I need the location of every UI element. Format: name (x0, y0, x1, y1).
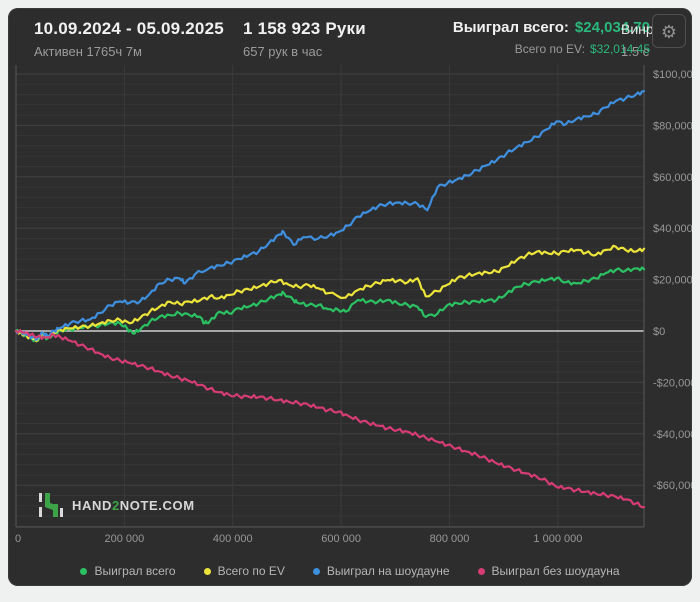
legend-dot-won-nonshowdown (477, 567, 485, 575)
period-column: 10.09.2024 - 05.09.2025 Активен 1765ч 7м (34, 19, 224, 59)
hand2note-logo-text: HAND2NOTE.COM (72, 497, 195, 513)
won-total-value: $24,034.70 (574, 19, 650, 36)
y-axis-tick-label: -$60,000 (653, 480, 692, 492)
date-range: 10.09.2024 - 05.09.2025 (34, 19, 224, 38)
hand2note-logo-icon (39, 493, 63, 517)
y-axis-tick-label: -$20,000 (653, 377, 692, 389)
y-axis-tick-label: $60,000 (653, 172, 692, 184)
legend-item-ev-total[interactable]: Всего по EV (203, 564, 285, 578)
winrate-column: Винр 1.5 с (621, 21, 654, 59)
series-line-won-nonshowdown (14, 328, 646, 509)
winrate-label: Винр (621, 21, 654, 37)
y-axis-tick-label: $40,000 (653, 223, 692, 235)
legend-label: Всего по EV (217, 564, 285, 578)
y-axis-tick-label: $20,000 (653, 275, 692, 287)
hands-per-hour: 657 рук в час (243, 44, 323, 59)
gear-icon: ⚙ (660, 22, 678, 42)
stats-panel: 10.09.2024 - 05.09.2025 Активен 1765ч 7м… (8, 8, 699, 586)
y-axis-tick-label: $80,000 (653, 120, 692, 132)
x-axis-tick-label: 400 000 (213, 533, 253, 545)
legend-dot-won-showdown (312, 567, 320, 575)
chart-canvas[interactable]: $100,000 $80,000 $60,000 $40,000 $20,000 $0 -$… (8, 62, 699, 556)
legend-dot-ev-total (203, 567, 211, 575)
series-line-won-total (14, 266, 646, 343)
y-axis-tick-label: $100,000 (653, 69, 692, 81)
settings-button[interactable]: ⚙ (652, 14, 686, 48)
winnings-chart[interactable]: $100,000 $80,000 $60,000 $40,000 $20,000 $0 -$… (8, 62, 699, 556)
ev-total-value: $32,014.45 (589, 42, 650, 56)
x-axis-tick-label: 200 000 (104, 533, 144, 545)
active-time: Активен 1765ч 7м (34, 44, 142, 59)
legend-item-won-total[interactable]: Выиграл всего (80, 564, 176, 578)
won-total-label: Выиграл всего: (452, 19, 569, 36)
totals-column: Выиграл всего: $24,034.70 Всего по EV: $32… (453, 19, 650, 56)
chart-legend: Выиграл всего Всего по EV Выиграл на шоуда… (8, 564, 692, 578)
ev-total-label: Всего по EV: (514, 42, 585, 56)
legend-item-won-nonshowdown[interactable]: Выиграл без шоудауна (477, 564, 620, 578)
x-axis-tick-label: 800 000 (430, 533, 470, 545)
series-line-won-showdown (14, 90, 646, 341)
series-line-ev-total (14, 244, 646, 343)
hand2note-logo[interactable]: HAND2NOTE.COM (38, 492, 195, 518)
x-axis-tick-label: 1 000 000 (533, 533, 582, 545)
legend-dot-won-total (80, 567, 88, 575)
x-axis-tick-label: 0 (15, 533, 21, 545)
legend-item-won-showdown[interactable]: Выиграл на шоудауне (312, 564, 450, 578)
x-axis-tick-label: 600 000 (321, 533, 361, 545)
hands-count: 1 158 923 Руки (243, 19, 366, 38)
legend-label: Выиграл без шоудауна (491, 564, 620, 578)
y-axis-tick-label: -$40,000 (653, 429, 692, 441)
legend-label: Выиграл всего (94, 564, 176, 578)
legend-label: Выиграл на шоудауне (326, 564, 450, 578)
winrate-value: 1.5 с (621, 44, 650, 59)
hands-column: 1 158 923 Руки 657 рук в час (243, 19, 366, 59)
y-axis-tick-label: $0 (653, 326, 665, 338)
